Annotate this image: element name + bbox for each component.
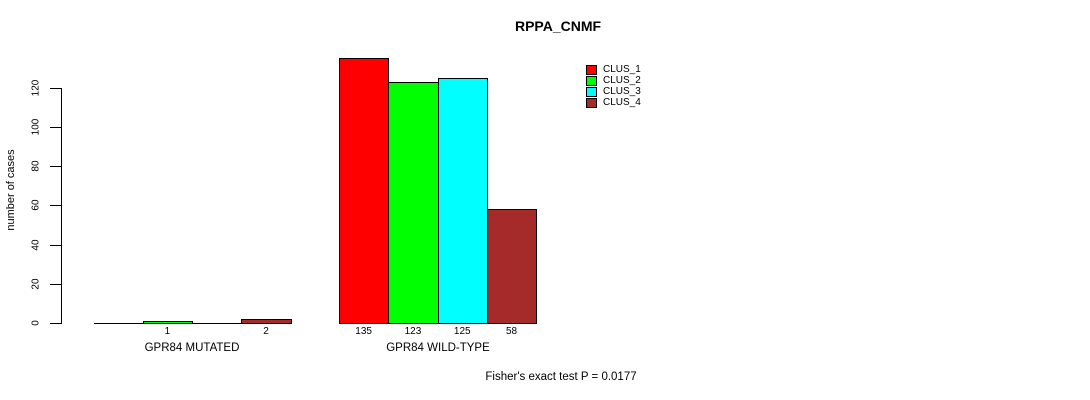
y-tick-mark xyxy=(50,283,61,285)
y-tick-mark xyxy=(50,323,61,324)
y-tick-label: 0 xyxy=(30,320,42,326)
bar-clus_1-group2 xyxy=(339,58,390,324)
y-tick-label: 20 xyxy=(30,278,42,290)
y-axis-label: number of cases xyxy=(5,149,17,231)
bar-clus_2-group2 xyxy=(388,82,439,324)
bar-value-label: 2 xyxy=(263,326,269,337)
fishers-test-annotation: Fisher's exact test P = 0.0177 xyxy=(485,371,637,383)
x-group-label-wildtype: GPR84 WILD-TYPE xyxy=(386,342,490,354)
y-tick-mark xyxy=(50,205,61,207)
legend-label-clus_3: CLUS_3 xyxy=(603,86,641,97)
y-tick-label: 120 xyxy=(30,79,42,97)
bar-clus_1-group1-zero xyxy=(93,323,144,324)
bar-clus_3-group1-zero xyxy=(192,323,243,324)
legend-swatch-clus_3 xyxy=(586,87,597,97)
y-axis-line xyxy=(61,87,62,324)
y-tick-label: 40 xyxy=(30,239,42,251)
y-tick-label: 80 xyxy=(30,160,42,172)
legend-swatch-clus_1 xyxy=(586,65,597,75)
bar-value-label: 1 xyxy=(164,326,171,337)
bar-value-label: 58 xyxy=(505,326,518,337)
y-tick-label: 100 xyxy=(30,118,42,136)
chart-title: RPPA_CNMF xyxy=(514,18,602,34)
bar-clus_4-group2 xyxy=(486,209,538,324)
y-tick-mark xyxy=(50,244,61,246)
legend-swatch-clus_4 xyxy=(586,98,597,108)
legend-label-clus_2: CLUS_2 xyxy=(603,75,641,86)
bar-clus_3-group2 xyxy=(437,78,488,324)
bar-value-label: 123 xyxy=(404,326,422,337)
bar-clus_4-group1 xyxy=(241,319,292,324)
legend-swatch-clus_2 xyxy=(586,76,597,86)
bar-value-label: 135 xyxy=(355,326,372,337)
bar-clus_2-group1 xyxy=(142,321,194,324)
legend-label-clus_4: CLUS_4 xyxy=(603,97,641,108)
y-tick-mark xyxy=(50,87,61,89)
y-tick-label: 60 xyxy=(30,199,42,211)
y-tick-mark xyxy=(50,166,61,168)
y-tick-mark xyxy=(50,127,61,128)
legend-label-clus_1: CLUS_1 xyxy=(603,64,641,75)
x-group-label-mutated: GPR84 MUTATED xyxy=(144,342,240,354)
bar-value-label: 125 xyxy=(453,326,471,337)
